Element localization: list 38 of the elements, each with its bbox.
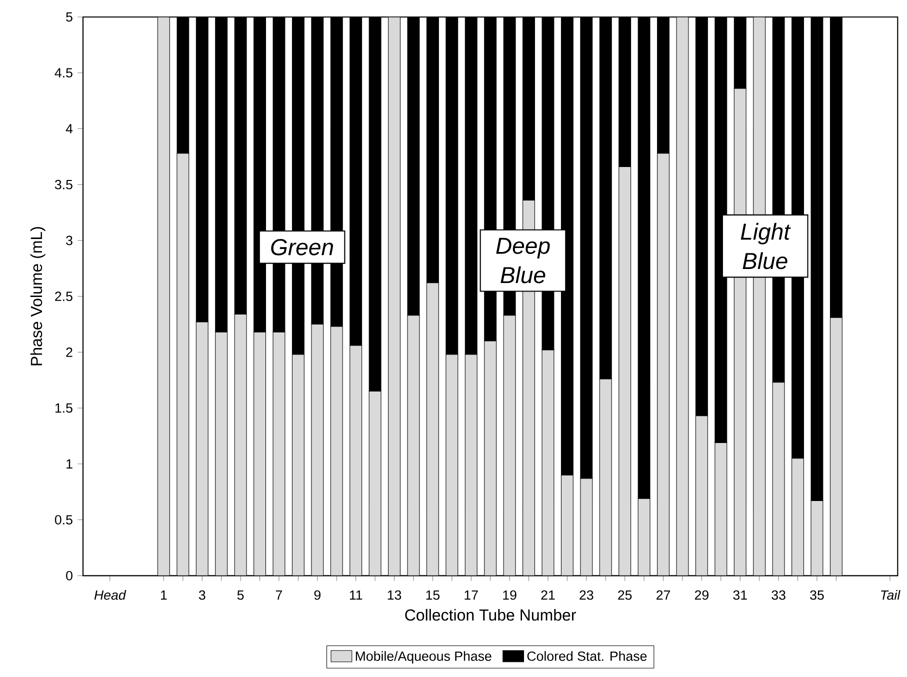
legend-label: Colored Stat. Phase (527, 651, 647, 661)
annotation: Deep Blue (496, 238, 550, 284)
x-tick-label: 29 (694, 590, 708, 600)
annotation: Light Blue (740, 222, 791, 270)
annotation: Green (271, 239, 334, 256)
x-tick-label: Tail (881, 590, 900, 600)
y-tick-label: 0.5 (54, 515, 72, 525)
x-tick-label: 17 (464, 590, 478, 600)
x-tick-label: Head (94, 590, 126, 600)
x-tick-label: 1 (161, 590, 167, 600)
x-tick-label: 11 (350, 590, 362, 600)
x-tick-label: 33 (772, 590, 786, 600)
x-tick-label: 7 (276, 590, 282, 600)
x-axis-title: Collection Tube Number (405, 608, 576, 621)
x-tick-label: 25 (618, 590, 632, 600)
x-tick-label: 15 (426, 590, 440, 600)
x-tick-label: 31 (733, 590, 747, 600)
y-tick-label: 1 (66, 459, 72, 469)
legend-label: Mobile/Aqueous Phase (356, 651, 492, 664)
y-tick-label: 3 (66, 236, 72, 246)
x-tick-label: 5 (237, 590, 244, 600)
x-tick-label: 23 (580, 590, 594, 600)
y-tick-label: 0 (66, 570, 72, 580)
y-tick-label: 3.5 (54, 180, 72, 190)
x-tick-label: 21 (541, 590, 555, 600)
x-tick-label: 35 (810, 590, 824, 600)
y-tick-label: 4.5 (54, 68, 72, 78)
y-tick-label: 2.5 (55, 292, 72, 302)
y-tick-label: 1.5 (55, 403, 72, 413)
y-tick-label: 4 (66, 124, 73, 134)
x-tick-label: 19 (503, 590, 516, 600)
y-tick-label: 2 (66, 348, 72, 357)
x-tick-label: 3 (198, 590, 206, 600)
x-tick-label: 13 (388, 590, 402, 600)
y-tick-label: 5 (66, 12, 72, 22)
y-axis-title: Phase Volume (mL) (30, 227, 46, 366)
x-tick-label: 27 (656, 590, 670, 600)
x-tick-label: 9 (314, 590, 320, 600)
